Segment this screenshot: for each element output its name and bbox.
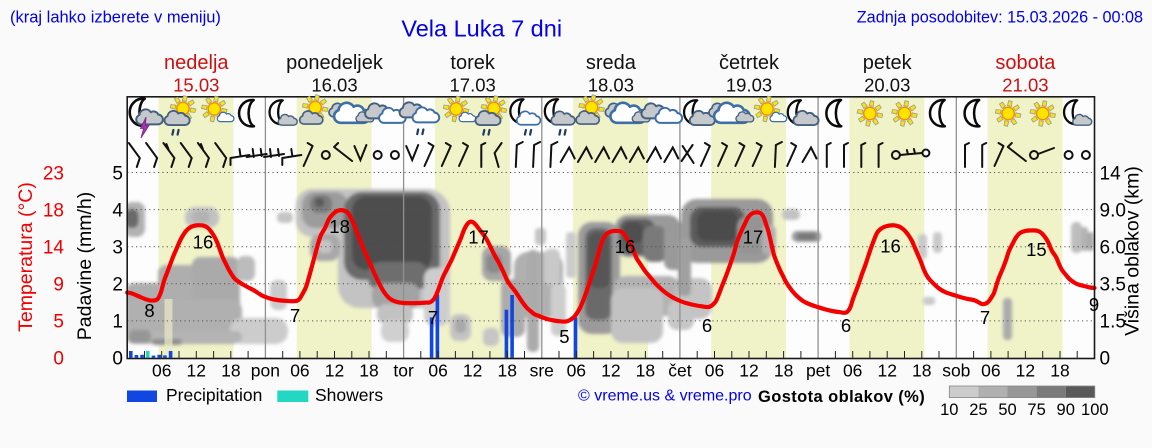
svg-text:06: 06: [981, 361, 1000, 381]
svg-text:06: 06: [290, 361, 309, 381]
svg-text:četrtek: četrtek: [719, 52, 780, 74]
svg-text:6.0: 6.0: [1100, 238, 1126, 259]
svg-text:0: 0: [112, 348, 123, 369]
svg-text:12: 12: [601, 361, 620, 381]
svg-text:21.03: 21.03: [1002, 74, 1048, 95]
svg-text:16: 16: [880, 236, 901, 257]
svg-text:petek: petek: [863, 52, 913, 74]
svg-text:12: 12: [325, 361, 344, 381]
svg-text:90: 90: [1057, 401, 1075, 419]
svg-text:50: 50: [998, 401, 1016, 419]
svg-text:9: 9: [1089, 294, 1099, 315]
svg-text:sre: sre: [530, 361, 554, 381]
svg-text:6: 6: [841, 315, 851, 336]
svg-text:5: 5: [559, 326, 569, 347]
svg-text:4: 4: [112, 200, 123, 221]
svg-text:tor: tor: [393, 361, 414, 381]
svg-text:14: 14: [1100, 163, 1122, 184]
svg-text:06: 06: [567, 361, 586, 381]
svg-text:7: 7: [428, 307, 438, 328]
svg-text:18.03: 18.03: [588, 74, 634, 95]
svg-text:18: 18: [636, 361, 655, 381]
svg-text:18: 18: [497, 361, 516, 381]
svg-text:06: 06: [843, 361, 862, 381]
svg-text:1.5: 1.5: [1100, 312, 1126, 333]
svg-text:7: 7: [290, 305, 300, 326]
svg-text:Padavine (mm/h): Padavine (mm/h): [74, 192, 96, 340]
svg-text:18: 18: [359, 361, 378, 381]
svg-text:Precipitation: Precipitation: [166, 385, 262, 405]
svg-text:Gostota oblakov (%): Gostota oblakov (%): [758, 388, 925, 406]
svg-text:18: 18: [912, 361, 931, 381]
svg-text:18: 18: [329, 216, 350, 237]
svg-text:12: 12: [739, 361, 758, 381]
svg-text:12: 12: [463, 361, 482, 381]
svg-text:(kraj lahko izberete v meniju): (kraj lahko izberete v meniju): [10, 8, 221, 26]
svg-text:5: 5: [112, 163, 123, 184]
svg-text:pet: pet: [806, 361, 830, 381]
svg-text:0: 0: [53, 348, 64, 369]
svg-text:nedelja: nedelja: [164, 52, 229, 74]
svg-text:Showers: Showers: [315, 385, 383, 405]
svg-text:8: 8: [144, 300, 154, 321]
svg-text:Višina oblakov (km): Višina oblakov (km): [1122, 166, 1144, 336]
svg-text:9: 9: [53, 275, 64, 296]
svg-text:© vreme.us & vreme.pro: © vreme.us & vreme.pro: [578, 388, 752, 405]
svg-text:7: 7: [980, 307, 990, 328]
svg-text:75: 75: [1027, 401, 1045, 419]
svg-text:3: 3: [112, 238, 123, 259]
svg-text:12: 12: [1016, 361, 1035, 381]
svg-text:20.03: 20.03: [864, 74, 910, 95]
svg-text:12: 12: [187, 361, 206, 381]
svg-text:Zadnja posodobitev: 15.03.2026: Zadnja posodobitev: 15.03.2026 - 00:08: [857, 8, 1143, 26]
svg-text:23: 23: [43, 163, 64, 184]
svg-text:25: 25: [969, 401, 987, 419]
svg-text:9.0: 9.0: [1100, 200, 1126, 221]
svg-text:06: 06: [705, 361, 724, 381]
svg-text:pon: pon: [251, 361, 280, 381]
svg-text:17: 17: [468, 227, 489, 248]
svg-text:16.03: 16.03: [311, 74, 357, 95]
svg-text:čet: čet: [668, 361, 691, 381]
svg-text:18: 18: [774, 361, 793, 381]
svg-text:18: 18: [221, 361, 240, 381]
svg-text:17.03: 17.03: [450, 74, 496, 95]
svg-text:Temperatura (°C): Temperatura (°C): [15, 182, 37, 332]
svg-text:06: 06: [152, 361, 171, 381]
svg-text:ponedeljek: ponedeljek: [286, 52, 384, 74]
svg-text:10: 10: [940, 401, 958, 419]
svg-text:18: 18: [43, 200, 64, 221]
svg-text:17: 17: [743, 227, 764, 248]
svg-text:1: 1: [112, 312, 123, 333]
svg-text:6: 6: [702, 315, 712, 336]
svg-text:06: 06: [428, 361, 447, 381]
svg-text:sobota: sobota: [995, 52, 1056, 74]
svg-text:Vela Luka 7 dni: Vela Luka 7 dni: [401, 16, 562, 42]
svg-text:sob: sob: [942, 361, 970, 381]
svg-text:5: 5: [53, 312, 64, 333]
svg-text:2: 2: [112, 275, 123, 296]
svg-text:15: 15: [1026, 239, 1047, 260]
svg-text:sreda: sreda: [586, 52, 637, 74]
svg-text:14: 14: [43, 238, 65, 259]
svg-text:12: 12: [877, 361, 896, 381]
svg-text:16: 16: [615, 236, 636, 257]
svg-text:18: 18: [1050, 361, 1069, 381]
svg-text:3.5: 3.5: [1100, 275, 1126, 296]
svg-text:100: 100: [1081, 401, 1109, 419]
svg-text:15.03: 15.03: [173, 74, 219, 95]
svg-text:19.03: 19.03: [726, 74, 772, 95]
svg-text:0: 0: [1100, 348, 1111, 369]
svg-text:16: 16: [193, 232, 214, 253]
svg-text:torek: torek: [450, 52, 495, 74]
